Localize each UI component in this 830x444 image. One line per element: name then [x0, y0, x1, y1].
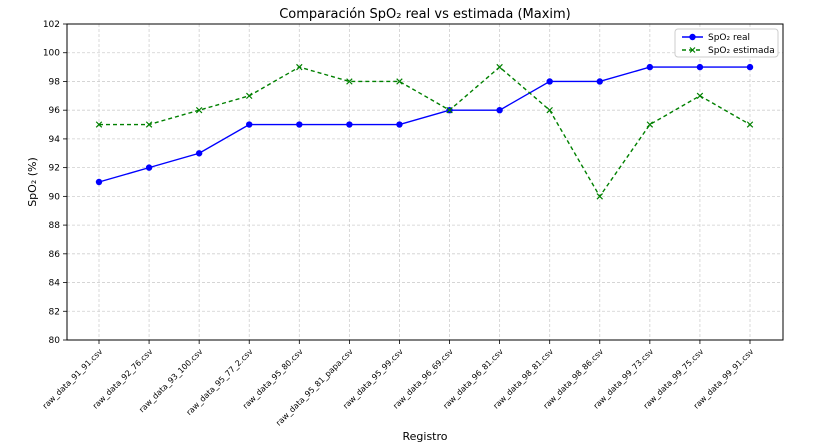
data-point-estimada — [195, 106, 203, 114]
data-point-real — [596, 78, 603, 85]
data-point-estimada-stroke — [296, 63, 303, 71]
series-line-real — [98, 66, 750, 183]
data-point-real — [296, 121, 303, 128]
data-point-estimada — [246, 92, 253, 100]
data-point-estimada-stroke — [145, 121, 153, 128]
x-axis-label: Registro — [402, 430, 447, 443]
data-point-estimada-stroke — [646, 121, 654, 128]
y-tick-label: 94 — [49, 135, 61, 145]
data-point-real — [145, 164, 153, 171]
legend-box — [674, 28, 779, 58]
y-tick-label: 86 — [49, 250, 61, 260]
y-tick-label: 100 — [43, 49, 60, 59]
data-point-real — [396, 121, 403, 128]
data-point-real — [646, 63, 654, 71]
data-point-estimada — [596, 193, 603, 200]
data-point-real — [496, 106, 503, 114]
data-point-real — [346, 121, 353, 128]
y-tick-label: 92 — [49, 164, 60, 174]
data-point-estimada — [546, 106, 553, 114]
plot-frame — [66, 23, 784, 341]
data-point-real — [246, 121, 253, 128]
legend-label-real: SpO₂ real — [708, 33, 750, 43]
y-tick-label: 98 — [49, 77, 61, 87]
data-point-estimada — [646, 121, 654, 128]
data-point-estimada-stroke — [446, 106, 453, 114]
legend-marker-estimada-b — [689, 47, 696, 53]
data-point-estimada-stroke — [546, 106, 553, 114]
y-axis-label: SpO₂ (%) — [26, 157, 39, 207]
plot-area — [67, 24, 783, 340]
data-point-estimada-stroke — [496, 63, 503, 71]
data-point-estimada — [346, 78, 353, 85]
data-point-real — [746, 63, 754, 71]
data-point-estimada-stroke — [596, 193, 603, 200]
data-point-real — [696, 63, 704, 71]
data-point-real — [546, 78, 553, 85]
y-tick-label: 80 — [49, 336, 61, 346]
data-point-estimada-stroke — [246, 92, 253, 100]
data-point-estimada — [296, 63, 303, 71]
data-point-estimada — [496, 63, 503, 71]
data-point-estimada-stroke — [396, 78, 403, 85]
y-tick-label: 102 — [43, 20, 60, 30]
data-point-real — [95, 178, 103, 186]
legend: SpO₂ real SpO₂ estimada — [674, 28, 779, 58]
series-line-estimada — [99, 66, 751, 198]
y-tick-label: 90 — [49, 192, 61, 202]
data-point-estimada-stroke — [696, 92, 704, 100]
y-tick-label: 84 — [49, 279, 61, 289]
data-point-estimada-stroke — [346, 78, 353, 85]
y-tick-label: 82 — [49, 307, 60, 317]
series-layer — [95, 63, 754, 200]
data-point-estimada — [746, 121, 754, 128]
data-point-real — [195, 150, 203, 157]
data-point-estimada — [446, 106, 453, 114]
grid-lines — [67, 23, 783, 341]
legend-marker-real — [689, 33, 696, 41]
y-tick-label: 96 — [49, 106, 61, 116]
data-point-estimada-stroke — [95, 121, 103, 128]
data-point-estimada-stroke — [746, 121, 754, 128]
chart-title: Comparación SpO₂ real vs estimada (Maxim… — [279, 7, 571, 22]
y-tick-label: 88 — [49, 221, 61, 231]
data-point-estimada-stroke — [195, 106, 203, 114]
legend-label-estimada: SpO₂ estimada — [708, 46, 775, 56]
y-axis-ticks: 80 82 84 86 88 90 92 94 96 98 100 102 — [43, 20, 67, 346]
data-point-estimada — [145, 121, 153, 128]
data-point-estimada — [396, 78, 403, 85]
data-point-estimada — [696, 92, 704, 100]
data-point-estimada — [95, 121, 103, 128]
